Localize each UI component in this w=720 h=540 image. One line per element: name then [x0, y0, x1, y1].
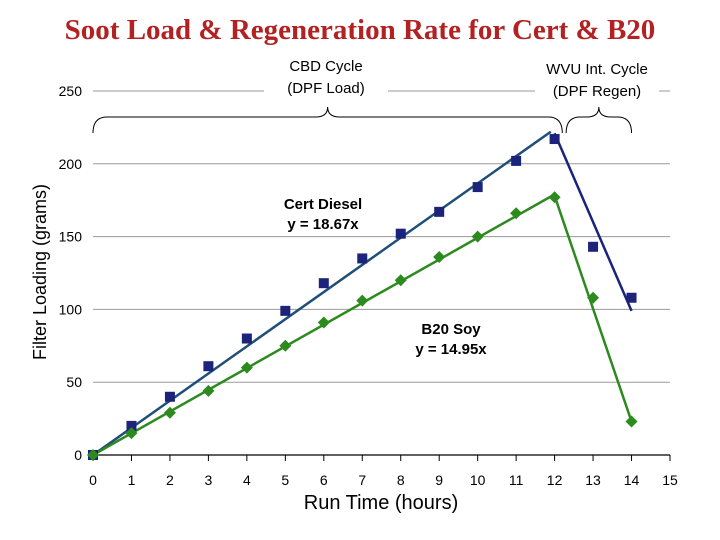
cycle-braces	[92, 106, 633, 134]
x-tick-label-12: 12	[547, 472, 563, 488]
regen-line-b20	[553, 195, 633, 422]
x-tick-label-11: 11	[509, 472, 524, 488]
chart-title: Soot Load & Regeneration Rate for Cert &…	[64, 14, 656, 46]
b20-point-11	[510, 207, 523, 220]
cert-point-14	[626, 292, 637, 303]
chart-labels: Cert Diesel y = 18.67x B20 Soy y = 14.95x CB…	[264, 53, 659, 360]
cert-point-5	[280, 305, 291, 316]
cert-point-12	[549, 134, 560, 145]
b20-fit-label: B20 Soy y = 14.95x	[401, 316, 501, 360]
cert-point-10	[472, 182, 483, 193]
x-tick-label-5: 5	[281, 472, 289, 488]
x-tick-label-14: 14	[624, 472, 640, 488]
y-tick-label-200: 200	[59, 156, 83, 172]
b20-fit-label-bg	[401, 316, 501, 360]
cbd-cycle-annotation-line2: (DPF Load)	[287, 80, 365, 97]
regen-line-cert	[553, 132, 633, 312]
b20-point-14	[625, 415, 638, 428]
wvu-cycle-annotation-line2: (DPF Regen)	[553, 83, 641, 100]
b20-point-10	[471, 230, 484, 243]
wvu-cycle-annotation-bg	[535, 56, 659, 100]
cert-point-4	[241, 333, 252, 344]
wvu-cycle-annotation-line1: WVU Int. Cycle	[546, 61, 648, 78]
cert-point-13	[588, 241, 599, 252]
b20-point-2	[163, 406, 176, 419]
x-tick-label-1: 1	[128, 472, 136, 488]
cert-point-1	[126, 420, 137, 431]
x-tick-label-8: 8	[397, 472, 405, 488]
b20-fit-label-name: B20 Soy	[421, 321, 481, 338]
b20-point-7	[356, 294, 369, 307]
cert-fit-label-equation: y = 18.67x	[287, 216, 359, 233]
x-tick-label-13: 13	[585, 472, 601, 488]
y-axis-title: Filter Loading (grams)	[30, 184, 50, 360]
cbd-cycle-brace	[92, 106, 563, 134]
b20-point-0	[87, 449, 99, 461]
x-tick-label-15: 15	[662, 472, 678, 488]
y-tick-label-0: 0	[74, 447, 82, 463]
data-markers	[87, 134, 638, 461]
x-tick-label-10: 10	[470, 472, 486, 488]
b20-point-1	[125, 427, 138, 440]
cert-point-11	[511, 155, 522, 166]
wvu-cycle-brace	[565, 106, 633, 134]
b20-point-8	[394, 274, 407, 287]
cbd-cycle-annotation-line1: CBD Cycle	[289, 58, 362, 75]
grid-lines	[93, 90, 670, 383]
cert-point-7	[357, 253, 368, 264]
cert-point-8	[395, 228, 406, 239]
b20-point-13	[587, 291, 600, 304]
y-tick-label-150: 150	[59, 229, 83, 245]
cert-fit-label: Cert Diesel y = 18.67x	[273, 191, 373, 235]
cert-fit-label-bg	[273, 191, 373, 235]
x-tick-label-3: 3	[205, 472, 213, 488]
y-tick-label-100: 100	[59, 301, 83, 317]
b20-point-3	[202, 384, 215, 397]
b20-point-5	[279, 339, 292, 352]
y-tick-label-250: 250	[59, 83, 83, 99]
b20-point-4	[240, 361, 253, 374]
x-tick-label-4: 4	[243, 472, 251, 488]
x-tick-label-7: 7	[358, 472, 366, 488]
cert-point-2	[164, 391, 175, 402]
cert-point-6	[318, 278, 329, 289]
wvu-cycle-annotation: WVU Int. Cycle (DPF Regen)	[535, 56, 659, 100]
cert-point-3	[203, 361, 214, 372]
trend-lines	[92, 130, 633, 457]
x-tick-label-6: 6	[320, 472, 328, 488]
b20-fit-label-equation: y = 14.95x	[415, 341, 487, 358]
b20-point-12	[548, 191, 561, 204]
cert-fit-label-name: Cert Diesel	[284, 196, 362, 213]
b20-point-9	[433, 250, 446, 263]
b20-point-6	[317, 316, 330, 329]
x-tick-label-2: 2	[166, 472, 174, 488]
cert-point-9	[434, 206, 445, 217]
cbd-cycle-annotation-bg	[264, 53, 388, 97]
x-axis-title: Run Time (hours)	[304, 492, 459, 514]
cbd-cycle-annotation: CBD Cycle (DPF Load)	[264, 53, 388, 97]
fit-line-cert	[92, 130, 552, 457]
x-tick-label-9: 9	[435, 472, 443, 488]
x-tick-label-0: 0	[89, 472, 97, 488]
y-tick-label-50: 50	[66, 374, 82, 390]
